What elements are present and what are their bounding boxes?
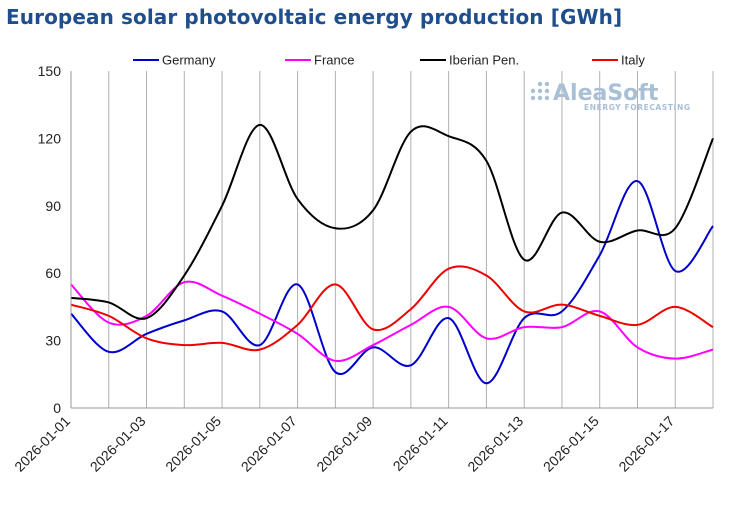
logo-dot	[530, 88, 536, 94]
y-tick-label: 90	[45, 198, 61, 214]
y-tick-label: 0	[53, 400, 61, 416]
grid-lines	[108, 71, 714, 408]
legend: Germany France Iberian Pen. Italy	[133, 53, 645, 68]
logo-dot	[530, 95, 536, 101]
legend-label-iberian-pen: Iberian Pen.	[449, 53, 519, 68]
x-tick-label: 2026-01-13	[464, 413, 526, 475]
x-tick-label: 2026-01-05	[162, 413, 224, 475]
series-line-iberian-pen	[70, 123, 714, 320]
series-line-italy	[70, 265, 714, 352]
legend-label-germany: Germany	[162, 53, 216, 68]
y-tick-label: 120	[38, 130, 62, 146]
logo-dot	[544, 95, 550, 101]
logo-dot	[537, 88, 543, 94]
logo-dot	[544, 88, 550, 94]
chart-title: European solar photovoltaic energy produ…	[6, 5, 623, 29]
aleasoft-logo: AleaSoft ENERGY FORECASTING	[530, 81, 691, 112]
logo-dot	[537, 81, 543, 87]
series-lines	[70, 123, 714, 385]
legend-label-italy: Italy	[621, 53, 645, 68]
y-axis-ticks: 0 30 60 90 120 150	[38, 63, 62, 416]
x-tick-label: 2026-01-09	[313, 413, 375, 475]
legend-label-france: France	[314, 53, 354, 68]
y-tick-label: 30	[45, 333, 61, 349]
x-tick-label: 2026-01-15	[540, 413, 602, 475]
y-tick-label: 60	[45, 265, 61, 281]
x-tick-label: 2026-01-11	[390, 413, 451, 474]
x-tick-label: 2026-01-17	[615, 413, 677, 475]
x-tick-label: 2026-01-03	[87, 413, 149, 475]
x-tick-label: 2026-01-01	[11, 413, 73, 475]
logo-name: AleaSoft	[553, 81, 659, 106]
axes	[70, 71, 713, 409]
y-tick-label: 150	[38, 63, 62, 79]
logo-dot	[544, 81, 550, 87]
series-line-france	[70, 280, 714, 362]
logo-dot	[537, 95, 543, 101]
x-axis-ticks: 2026-01-01 2026-01-03 2026-01-05 2026-01-07…	[11, 413, 677, 475]
series-line-germany	[70, 180, 714, 385]
x-tick-label: 2026-01-07	[238, 413, 300, 475]
logo-tagline: ENERGY FORECASTING	[584, 103, 691, 112]
